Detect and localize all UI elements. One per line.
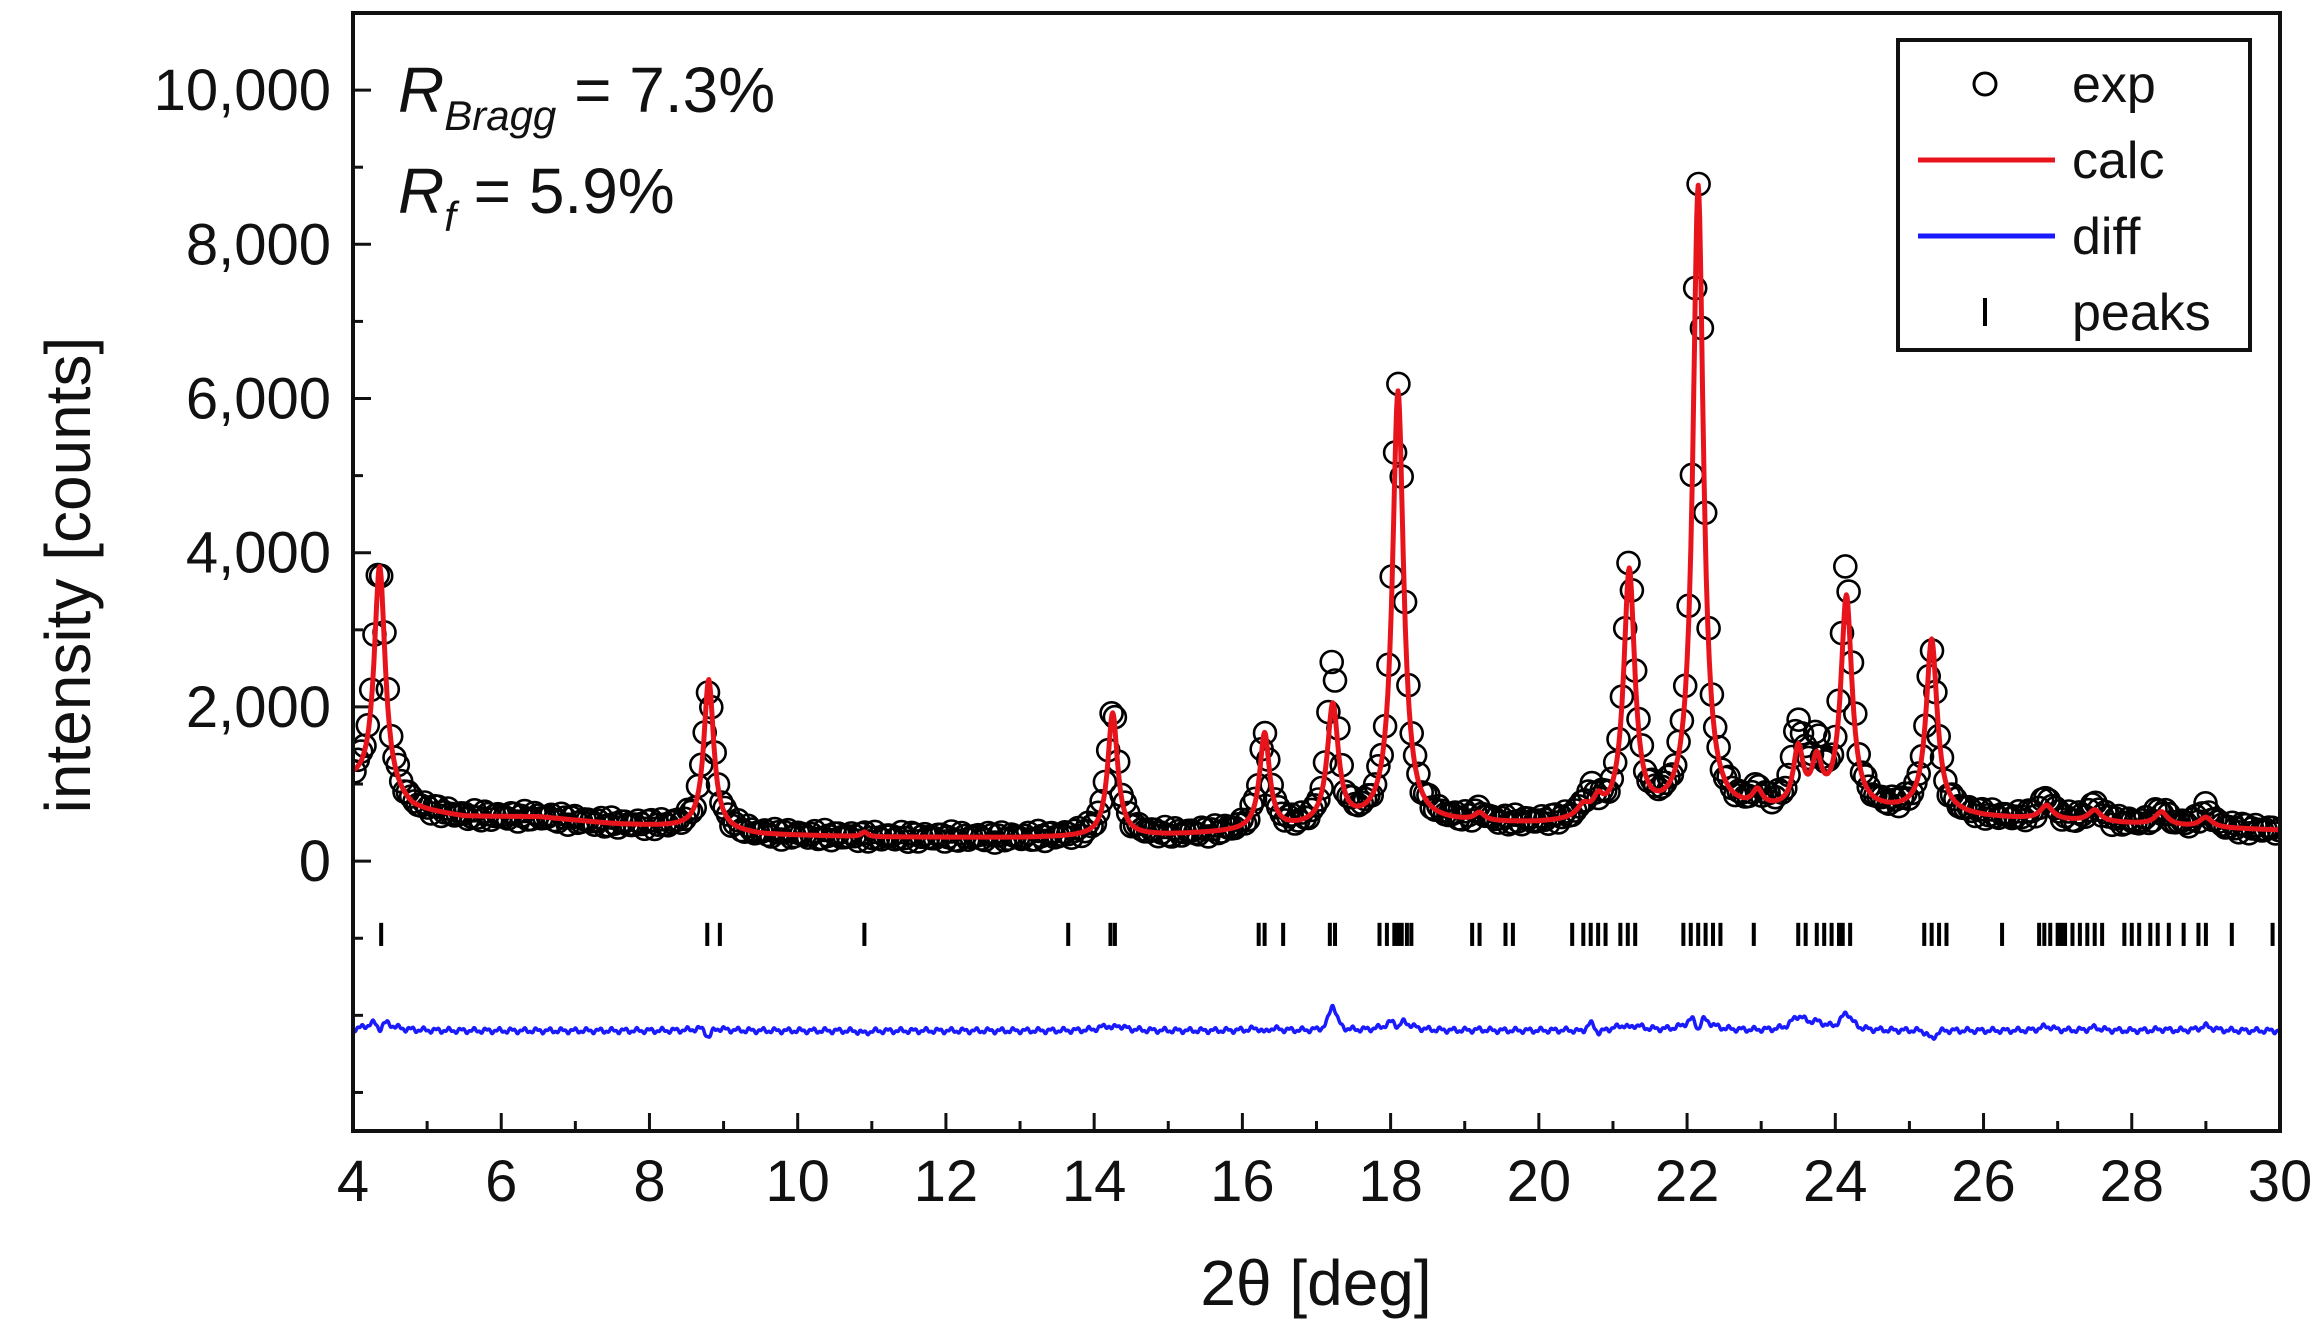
x-tick-label: 12 — [914, 1149, 979, 1214]
exp-point — [1773, 775, 1798, 801]
plot-area-frame — [351, 11, 2282, 1133]
exp-point — [1362, 772, 1388, 797]
series-calc-line — [353, 182, 2280, 840]
x-tick-label: 8 — [633, 1149, 665, 1214]
y-tick-label: 4,000 — [186, 521, 331, 586]
x-tick-label: 20 — [1507, 1149, 1572, 1214]
x-tick-label: 10 — [765, 1149, 830, 1214]
legend-diff-label: diff — [2072, 208, 2141, 266]
r-factor-annotations: RBragg = 7.3% Rf = 5.9% — [398, 54, 775, 240]
exp-point — [709, 790, 734, 815]
exp-point — [1529, 803, 1555, 829]
exp-point — [1359, 782, 1384, 808]
series-diff-line — [353, 1003, 2280, 1041]
bragg-peak-positions — [379, 922, 2275, 946]
x-tick-label: 14 — [1062, 1149, 1127, 1214]
y-axis-title: intensity [counts] — [32, 337, 104, 814]
legend-calc-label: calc — [2072, 132, 2164, 190]
exp-point — [1789, 721, 1815, 746]
y-tick-label: 6,000 — [186, 367, 331, 432]
x-tick-label: 6 — [485, 1149, 517, 1214]
annotation-r-f: Rf = 5.9% — [398, 155, 675, 240]
exp-point — [2263, 821, 2280, 846]
x-tick-label: 4 — [337, 1149, 369, 1214]
x-tick-label: 22 — [1655, 1149, 1720, 1214]
x-tick-label: 30 — [2248, 1149, 2313, 1214]
exp-point — [1306, 787, 1331, 812]
x-tick-label: 26 — [1951, 1149, 2016, 1214]
y-tick-label: 10,000 — [154, 58, 331, 123]
y-tick-label: 8,000 — [186, 212, 331, 277]
legend-exp-marker — [1972, 71, 1998, 97]
exp-point — [1319, 649, 1344, 675]
legend: exp calc diff peaks — [1896, 38, 2252, 352]
exp-point — [1082, 811, 1108, 837]
exp-point — [1769, 780, 1795, 805]
exp-point — [1322, 668, 1348, 693]
exp-point — [1662, 752, 1688, 778]
x-tick-label: 28 — [2100, 1149, 2165, 1214]
exp-point — [1079, 813, 1104, 839]
x-tick-label: 18 — [1358, 1149, 1423, 1214]
legend-box — [1896, 38, 2252, 352]
x-axis-title: 2θ [deg] — [1200, 1247, 1431, 1319]
exp-point — [678, 799, 704, 825]
x-tick-label: 16 — [1210, 1149, 1275, 1214]
exp-point — [1786, 707, 1811, 733]
x-tick-label: 24 — [1803, 1149, 1868, 1214]
exp-point — [1302, 793, 1328, 818]
exp-point — [648, 806, 674, 832]
y-tick-label: 2,000 — [186, 675, 331, 740]
y-tick-label: 0 — [299, 829, 331, 894]
legend-peaks-label: peaks — [2072, 284, 2211, 342]
exp-point — [1833, 554, 1858, 579]
exp-point — [1896, 786, 1921, 812]
exp-point — [1849, 760, 1875, 786]
legend-exp-label: exp — [2072, 56, 2156, 114]
exp-point — [1429, 798, 1455, 824]
annotation-r-bragg: RBragg = 7.3% — [398, 54, 775, 139]
